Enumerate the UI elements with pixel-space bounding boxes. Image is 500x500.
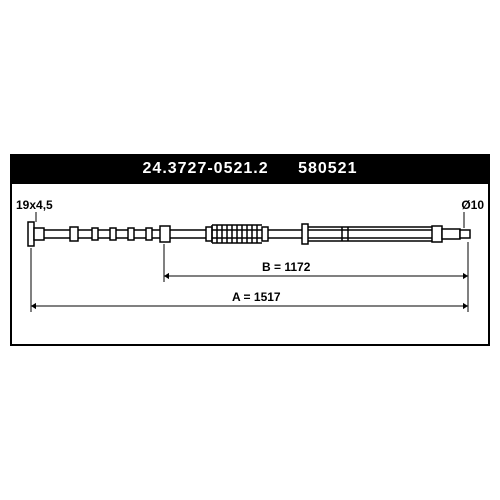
technical-drawing: 19x4,5 Ø10 B = 1172 A = 1517 [10,184,490,346]
part-number-2: 580521 [298,160,357,177]
right-dimension-label: Ø10 [461,198,484,212]
header-bar: 24.3727-0521.2 580521 [10,154,490,184]
dimension-a-label: A = 1517 [232,290,281,304]
dimension-b-label: B = 1172 [262,260,310,274]
part-number-1: 24.3727-0521.2 [143,160,269,177]
left-dimension-label: 19x4,5 [16,198,53,212]
cable-drawing-svg [12,184,488,344]
